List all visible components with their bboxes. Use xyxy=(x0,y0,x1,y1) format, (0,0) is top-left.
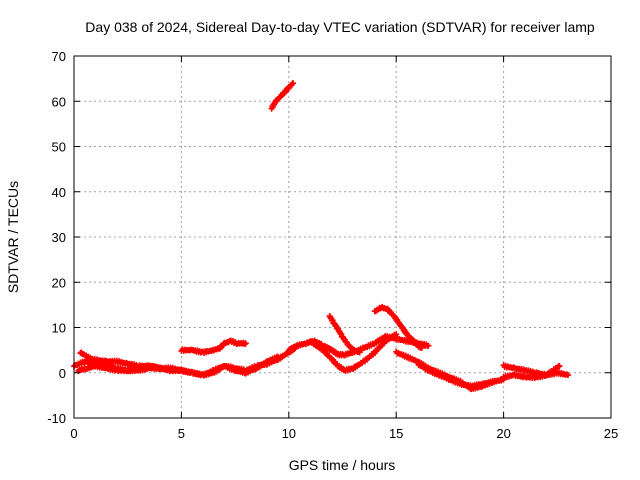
chart-title: Day 038 of 2024, Sidereal Day-to-day VTE… xyxy=(85,19,595,35)
data-point xyxy=(290,80,297,87)
x-tick-label: 0 xyxy=(70,426,77,441)
series-arc-14-16 xyxy=(371,303,425,351)
x-tick-label: 20 xyxy=(496,426,510,441)
y-tick-label: 0 xyxy=(59,366,66,381)
y-tick-label: 30 xyxy=(52,230,66,245)
data-point xyxy=(356,349,363,356)
series-arc-5-8 xyxy=(178,337,249,356)
plot-frame xyxy=(73,55,612,419)
series-arc-12-13 xyxy=(326,312,363,356)
y-tick-label: -10 xyxy=(47,411,66,426)
y-tick-label: 20 xyxy=(52,275,66,290)
y-tick-label: 50 xyxy=(52,140,66,155)
data-point xyxy=(488,379,495,386)
x-tick-label: 10 xyxy=(282,426,296,441)
data-point xyxy=(418,344,425,351)
x-axis-label: GPS time / hours xyxy=(289,457,396,473)
grid xyxy=(74,56,611,418)
data-point xyxy=(556,362,563,369)
series-arc-20-22 xyxy=(500,362,563,382)
data-point xyxy=(565,372,572,379)
series-arc-16-19 xyxy=(414,359,496,390)
data-point xyxy=(425,342,432,349)
data-point xyxy=(275,353,282,360)
y-tick-label: 40 xyxy=(52,185,66,200)
series-arc-11-13 xyxy=(307,331,400,374)
x-tick-label: 25 xyxy=(604,426,618,441)
data-point xyxy=(393,331,400,338)
x-tick-label: 5 xyxy=(178,426,185,441)
y-tick-label: 60 xyxy=(52,94,66,109)
y-axis-label: SDTVAR / TECUs xyxy=(5,181,21,293)
data-point xyxy=(418,343,425,350)
x-tick-label: 15 xyxy=(389,426,403,441)
data-point xyxy=(242,340,249,347)
y-tick-label: 10 xyxy=(52,321,66,336)
axis-ticks: 0 5 10 15 20 25 -10 0 10 20 30 40 50 60 70 xyxy=(47,49,618,441)
data-marks xyxy=(71,80,572,393)
y-tick-label: 70 xyxy=(52,49,66,64)
data-point xyxy=(489,378,496,385)
series-band-3 xyxy=(77,349,185,374)
series-arc-9-10 xyxy=(268,80,297,112)
data-point xyxy=(178,367,185,374)
